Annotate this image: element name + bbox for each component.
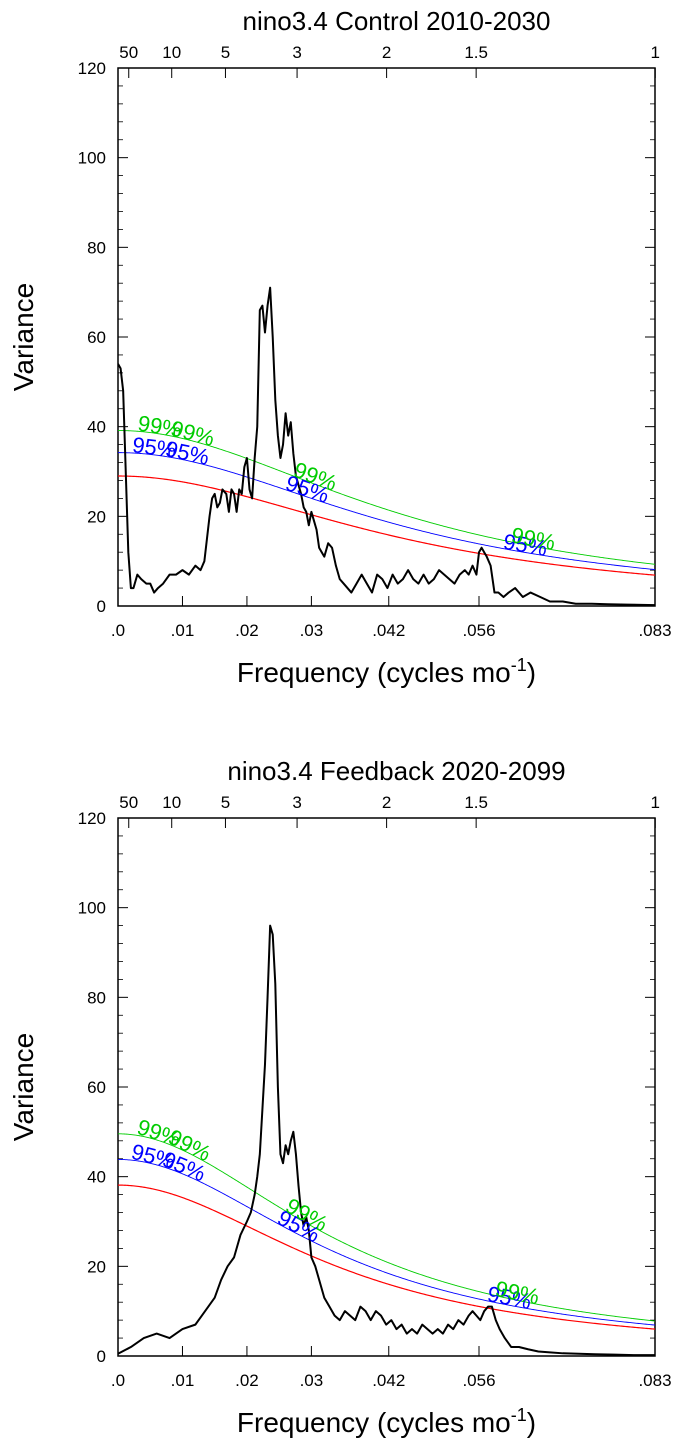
y-tick-label: 100 [78,149,106,168]
chart-title: nino3.4 Feedback 2020-2099 [227,756,565,786]
x-tick-label: .03 [300,1371,324,1390]
x-tick-label: .0 [111,1371,125,1390]
ci95-curve [118,1159,655,1326]
x-tick-label: .02 [235,621,259,640]
chart-panel-1: nino3.4 Control 2010-2030 Variance Frequen… [8,6,672,688]
spectrum-line [118,924,655,1356]
top-tick-label: 2 [382,43,391,62]
x-axis-label-close: ) [527,1407,536,1438]
x-tick-label: .042 [372,1371,405,1390]
chart-panel-2: nino3.4 Feedback 2020-2099 Variance Freque… [8,756,672,1438]
ci99-curve [118,430,655,565]
y-tick-label: 40 [87,418,106,437]
y-tick-label: 100 [78,899,106,918]
x-axis-label-main: Frequency (cycles mo [237,1407,511,1438]
top-tick-label: 5 [221,43,230,62]
y-axis-label: Variance [8,283,39,391]
x-tick-label: .03 [300,621,324,640]
top-tick-label: 1.5 [464,43,488,62]
y-tick-label: 40 [87,1168,106,1187]
x-tick-label: .083 [638,1371,671,1390]
x-tick-label: .083 [638,621,671,640]
top-tick-label: 3 [292,43,301,62]
x-tick-label: .02 [235,1371,259,1390]
y-tick-label: 0 [97,597,106,616]
x-axis-label-close: ) [527,657,536,688]
top-tick-label: 10 [162,43,181,62]
top-tick-label: 50 [119,793,138,812]
ci95-label: 95% [131,432,178,462]
chart-title: nino3.4 Control 2010-2030 [243,6,551,36]
x-tick-label: .0 [111,621,125,640]
top-tick-label: 50 [119,43,138,62]
y-tick-label: 80 [87,238,106,257]
x-axis-label-main: Frequency (cycles mo [237,657,511,688]
y-tick-label: 20 [87,507,106,526]
top-tick-label: 2 [382,793,391,812]
y-tick-label: 120 [78,809,106,828]
x-axis-label-sup: -1 [511,655,527,675]
x-tick-label: .01 [171,1371,195,1390]
top-tick-label: 1 [650,793,659,812]
x-axis-label-sup: -1 [511,1405,527,1425]
y-tick-label: 80 [87,988,106,1007]
spectrum-line [118,286,655,606]
x-tick-label: .01 [171,621,195,640]
curve-group [118,286,655,606]
markov-curve [118,1184,655,1330]
ci95-curve [118,452,655,571]
top-tick-label: 3 [292,793,301,812]
x-tick-label: .056 [462,621,495,640]
curve-group [118,924,655,1356]
y-axis-label: Variance [8,1033,39,1141]
plot-frame [117,67,656,607]
markov-curve [118,475,655,576]
y-tick-label: 60 [87,328,106,347]
y-tick-label: 0 [97,1347,106,1366]
x-tick-label: .042 [372,621,405,640]
ci99-curve [118,1133,655,1322]
x-axis-label: Frequency (cycles mo-1) [237,1405,536,1438]
top-tick-label: 5 [221,793,230,812]
x-tick-label: .056 [462,1371,495,1390]
top-tick-label: 10 [162,793,181,812]
y-tick-label: 120 [78,59,106,78]
top-tick-label: 1.5 [464,793,488,812]
x-axis-label: Frequency (cycles mo-1) [237,655,536,688]
plot-frame [117,817,656,1357]
y-tick-label: 60 [87,1078,106,1097]
top-tick-label: 1 [650,43,659,62]
y-tick-label: 20 [87,1257,106,1276]
